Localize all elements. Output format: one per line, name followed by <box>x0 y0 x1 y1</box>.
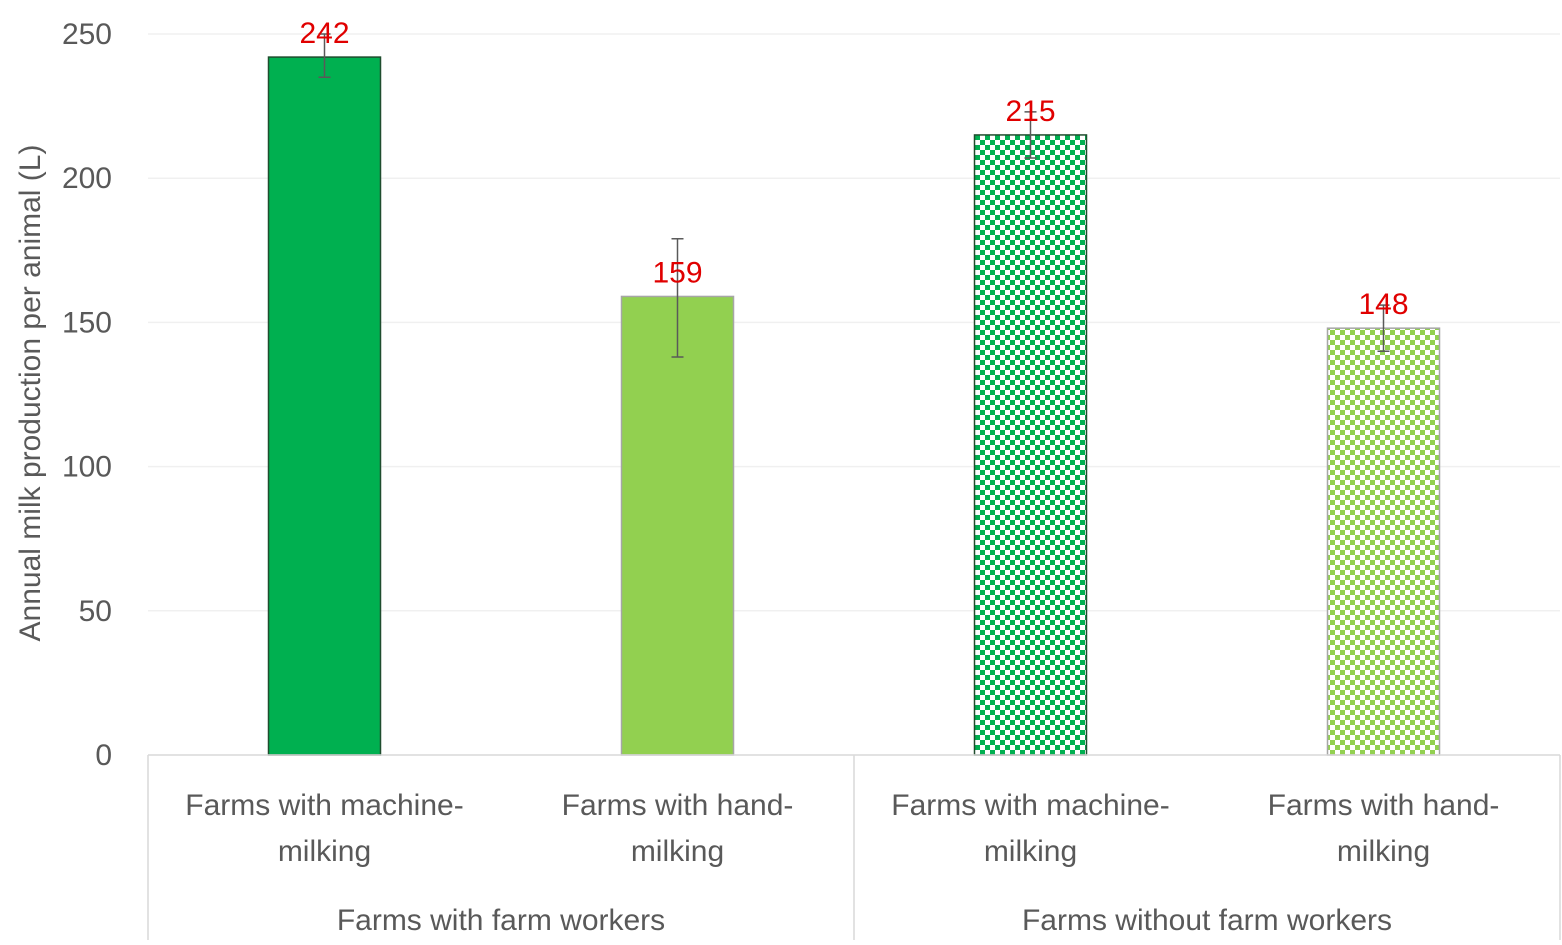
y-tick-label: 50 <box>79 595 112 628</box>
data-label: 242 <box>299 17 349 50</box>
category-label: Farms with machine- <box>185 789 463 822</box>
y-tick-label: 250 <box>62 18 112 51</box>
category-label: Farms with hand- <box>1268 789 1500 822</box>
data-label: 159 <box>652 256 702 289</box>
category-label: Farms with hand- <box>562 789 794 822</box>
gridlines <box>148 33 1560 612</box>
data-label: 148 <box>1358 288 1408 321</box>
category-label: milking <box>1337 835 1430 868</box>
category-label: milking <box>278 835 371 868</box>
bar <box>620 295 735 756</box>
group-labels: Farms with farm workers Farms without far… <box>337 904 1392 937</box>
category-label: milking <box>631 835 724 868</box>
category-label: Farms with machine- <box>891 789 1169 822</box>
y-axis-ticks: 0 50 100 150 200 250 <box>62 18 112 772</box>
y-tick-label: 100 <box>62 451 112 484</box>
bar <box>973 134 1088 756</box>
y-axis-title: Annual milk production per animal (L) <box>14 145 47 642</box>
y-tick-label: 150 <box>62 306 112 339</box>
bar <box>1326 327 1441 756</box>
bar <box>267 56 382 756</box>
group-label: Farms with farm workers <box>337 904 665 937</box>
category-labels: Farms with machine-milking Farms with han… <box>185 789 1499 868</box>
y-tick-label: 200 <box>62 162 112 195</box>
group-label: Farms without farm workers <box>1022 904 1392 937</box>
data-label: 215 <box>1005 95 1055 128</box>
y-tick-label: 0 <box>95 739 112 772</box>
category-label: milking <box>984 835 1077 868</box>
x-axis <box>147 754 1561 940</box>
bars: 242 159 215 148 <box>267 17 1441 756</box>
